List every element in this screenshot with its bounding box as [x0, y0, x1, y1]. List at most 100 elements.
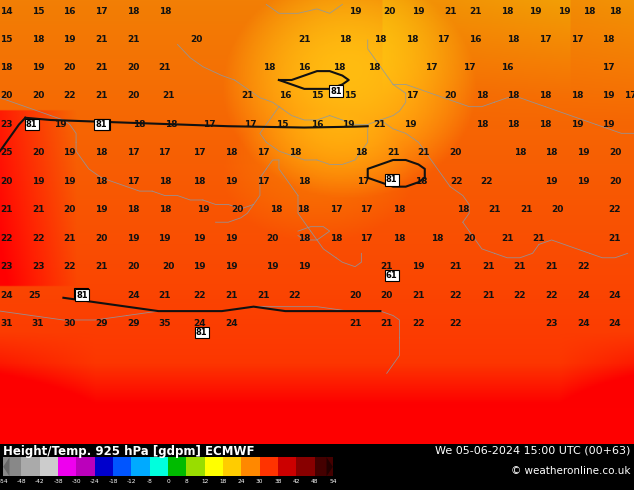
Text: 18: 18: [514, 148, 526, 157]
Text: 19: 19: [602, 92, 615, 100]
Text: 54: 54: [329, 479, 337, 484]
Text: 18: 18: [456, 205, 469, 214]
Text: 18: 18: [32, 35, 44, 44]
Text: 19: 19: [225, 234, 238, 243]
Bar: [77, 457, 94, 476]
Text: 24: 24: [577, 319, 590, 328]
Text: 17: 17: [602, 63, 615, 72]
Bar: [259, 457, 278, 476]
Bar: [242, 457, 259, 476]
Text: 22: 22: [0, 234, 13, 243]
Text: 24: 24: [577, 291, 590, 299]
Text: 21: 21: [95, 63, 108, 72]
Text: 8: 8: [184, 479, 188, 484]
Text: 17: 17: [330, 205, 342, 214]
Text: 20: 20: [190, 35, 203, 44]
Text: 29: 29: [95, 319, 108, 328]
Text: 18: 18: [219, 479, 226, 484]
Bar: [223, 457, 242, 476]
Text: 21: 21: [95, 35, 108, 44]
Text: 16: 16: [501, 63, 514, 72]
Text: 15: 15: [0, 35, 13, 44]
Text: 17: 17: [406, 92, 418, 100]
Text: 24: 24: [238, 479, 245, 484]
Text: 18: 18: [158, 205, 171, 214]
Text: 20: 20: [609, 148, 621, 157]
Text: -8: -8: [146, 479, 153, 484]
Text: -18: -18: [108, 479, 118, 484]
Text: 21: 21: [501, 234, 514, 243]
Text: 22: 22: [449, 319, 462, 328]
Bar: [58, 457, 77, 476]
Text: 25: 25: [0, 148, 13, 157]
Text: 18: 18: [330, 234, 342, 243]
Text: 19: 19: [63, 177, 76, 186]
Text: 18: 18: [431, 234, 444, 243]
Text: 21: 21: [373, 120, 385, 129]
Text: 19: 19: [63, 35, 76, 44]
Text: 20: 20: [384, 6, 396, 16]
Text: 17: 17: [203, 120, 216, 129]
Text: 18: 18: [385, 177, 398, 186]
Text: 19: 19: [225, 177, 238, 186]
Bar: [296, 457, 314, 476]
Bar: [22, 457, 40, 476]
Bar: [3, 457, 22, 476]
Text: 20: 20: [127, 262, 139, 271]
Text: 18: 18: [393, 234, 406, 243]
Text: Height/Temp. 925 hPa [gdpm] ECMWF: Height/Temp. 925 hPa [gdpm] ECMWF: [3, 445, 255, 458]
Text: 22: 22: [63, 262, 76, 271]
Text: 21: 21: [469, 6, 482, 16]
Text: 24: 24: [193, 319, 206, 328]
Text: 18: 18: [339, 35, 352, 44]
Text: 19: 19: [197, 205, 209, 214]
Bar: [168, 457, 186, 476]
Text: 18: 18: [95, 148, 108, 157]
Text: 18: 18: [571, 92, 583, 100]
Text: 21: 21: [162, 92, 174, 100]
Text: 16: 16: [63, 6, 76, 16]
Text: 18: 18: [297, 205, 309, 214]
Text: 19: 19: [54, 120, 67, 129]
Text: 30: 30: [256, 479, 263, 484]
Text: 19: 19: [298, 262, 311, 271]
Text: 21: 21: [412, 291, 425, 299]
Text: 18: 18: [225, 148, 238, 157]
Text: 19: 19: [412, 262, 425, 271]
Text: 21: 21: [95, 92, 108, 100]
Text: 15: 15: [344, 92, 357, 100]
Text: 81: 81: [98, 120, 109, 129]
Text: 16: 16: [279, 92, 292, 100]
Text: 21: 21: [95, 262, 108, 271]
Text: 22: 22: [449, 291, 462, 299]
Text: 18: 18: [263, 63, 276, 72]
Text: 24: 24: [127, 291, 139, 299]
Text: 25: 25: [29, 291, 41, 299]
Text: 81: 81: [96, 120, 107, 129]
Text: 20: 20: [463, 234, 476, 243]
Text: 22: 22: [577, 262, 590, 271]
Text: 17: 17: [95, 6, 108, 16]
Text: 20: 20: [266, 234, 279, 243]
Text: 22: 22: [481, 177, 493, 186]
Text: 22: 22: [63, 92, 76, 100]
Text: 19: 19: [558, 6, 571, 16]
Text: 21: 21: [444, 6, 456, 16]
Text: 61: 61: [386, 271, 398, 280]
Text: 18: 18: [476, 92, 488, 100]
Text: 18: 18: [476, 120, 488, 129]
Text: 18: 18: [193, 177, 206, 186]
Text: 18: 18: [501, 6, 514, 16]
Text: 21: 21: [241, 92, 254, 100]
Bar: [278, 457, 296, 476]
Text: 17: 17: [425, 63, 437, 72]
Text: 0: 0: [166, 479, 170, 484]
Bar: [113, 457, 131, 476]
Text: 22: 22: [450, 177, 463, 186]
Text: 17: 17: [360, 205, 373, 214]
Text: 17: 17: [539, 35, 552, 44]
Text: 17: 17: [571, 35, 583, 44]
Text: 20: 20: [95, 234, 108, 243]
Text: 15: 15: [311, 92, 323, 100]
Text: 21: 21: [0, 205, 13, 214]
